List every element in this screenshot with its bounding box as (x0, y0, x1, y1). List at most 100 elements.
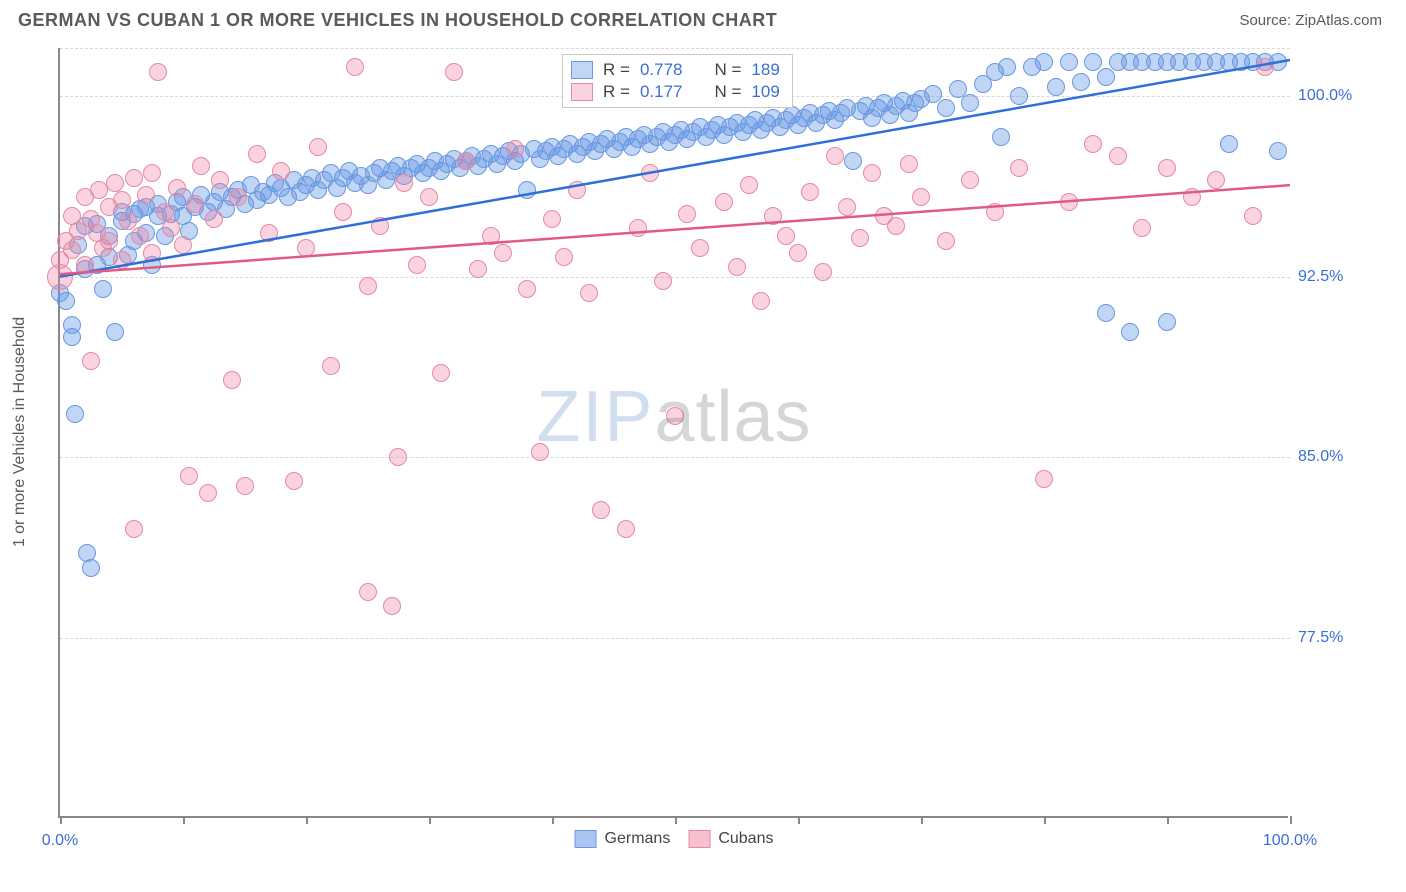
x-tick-label: 100.0% (1263, 832, 1317, 850)
data-point (900, 155, 918, 173)
data-point (395, 174, 413, 192)
data-point (76, 256, 94, 274)
source-attribution: Source: ZipAtlas.com (1239, 12, 1382, 29)
data-point (229, 188, 247, 206)
data-point (728, 258, 746, 276)
correlation-stats-box: R = 0.778 N = 189 R = 0.177 N = 109 (562, 54, 793, 108)
data-point (1207, 171, 1225, 189)
legend-swatch-cubans (688, 830, 710, 848)
data-point (94, 280, 112, 298)
data-point (1158, 159, 1176, 177)
data-point (113, 191, 131, 209)
r-value-germans: 0.778 (640, 60, 683, 80)
data-point (666, 407, 684, 425)
n-value-germans: 189 (751, 60, 779, 80)
x-tick (1167, 816, 1169, 824)
data-point (389, 448, 407, 466)
data-point (100, 232, 118, 250)
data-point (518, 181, 536, 199)
data-point (113, 251, 131, 269)
data-point (322, 357, 340, 375)
data-point (1097, 304, 1115, 322)
data-point (1256, 58, 1274, 76)
data-point (359, 583, 377, 601)
data-point (469, 260, 487, 278)
data-point (1060, 53, 1078, 71)
legend-item-cubans: Cubans (688, 830, 773, 848)
stats-row-germans: R = 0.778 N = 189 (571, 59, 780, 81)
data-point (63, 316, 81, 334)
data-point (654, 272, 672, 290)
x-tick (921, 816, 923, 824)
data-point (297, 239, 315, 257)
data-point (1244, 207, 1262, 225)
data-point (838, 198, 856, 216)
data-point (887, 217, 905, 235)
data-point (156, 203, 174, 221)
data-point (998, 58, 1016, 76)
gridline (60, 277, 1290, 278)
label-n: N = (714, 82, 741, 102)
label-r: R = (603, 60, 630, 80)
legend-item-germans: Germans (575, 830, 671, 848)
data-point (518, 280, 536, 298)
data-point (986, 203, 1004, 221)
watermark-zip: ZIP (536, 377, 654, 457)
data-point (82, 559, 100, 577)
data-point (346, 58, 364, 76)
data-point (506, 140, 524, 158)
x-tick (306, 816, 308, 824)
data-point (223, 371, 241, 389)
data-point (1010, 87, 1028, 105)
data-point (1183, 188, 1201, 206)
data-point (272, 162, 290, 180)
data-point (777, 227, 795, 245)
data-point (125, 520, 143, 538)
data-point (801, 183, 819, 201)
data-point (863, 164, 881, 182)
data-point (174, 236, 192, 254)
y-axis-label: 1 or more Vehicles in Household (11, 317, 29, 547)
legend-label-germans: Germans (605, 830, 671, 848)
plot-area: 0.0%100.0% ZIPatlas R = 0.778 N = 189 R … (58, 48, 1288, 818)
data-point (186, 195, 204, 213)
gridline (60, 638, 1290, 639)
data-point (992, 128, 1010, 146)
data-point (1047, 78, 1065, 96)
data-point (1158, 313, 1176, 331)
y-tick-label: 100.0% (1298, 87, 1352, 105)
data-point (408, 256, 426, 274)
scatter-chart: 0.0%100.0% ZIPatlas R = 0.778 N = 189 R … (58, 48, 1348, 818)
data-point (851, 229, 869, 247)
data-point (309, 138, 327, 156)
data-point (1035, 53, 1053, 71)
data-point (1084, 135, 1102, 153)
x-tick (1044, 816, 1046, 824)
data-point (764, 207, 782, 225)
data-point (106, 323, 124, 341)
data-point (143, 164, 161, 182)
data-point (543, 210, 561, 228)
label-r: R = (603, 82, 630, 102)
data-point (641, 164, 659, 182)
swatch-cubans (571, 83, 593, 101)
data-point (248, 145, 266, 163)
chart-title: GERMAN VS CUBAN 1 OR MORE VEHICLES IN HO… (18, 10, 777, 31)
data-point (752, 292, 770, 310)
data-point (125, 169, 143, 187)
data-point (678, 205, 696, 223)
data-point (912, 188, 930, 206)
data-point (789, 244, 807, 262)
data-point (143, 244, 161, 262)
data-point (1220, 135, 1238, 153)
data-point (826, 147, 844, 165)
legend-swatch-germans (575, 830, 597, 848)
data-point (568, 181, 586, 199)
y-tick-label: 85.0% (1298, 448, 1343, 466)
data-point (844, 152, 862, 170)
data-point (149, 63, 167, 81)
data-point (131, 227, 149, 245)
x-tick (183, 816, 185, 824)
data-point (629, 219, 647, 237)
data-point (192, 157, 210, 175)
